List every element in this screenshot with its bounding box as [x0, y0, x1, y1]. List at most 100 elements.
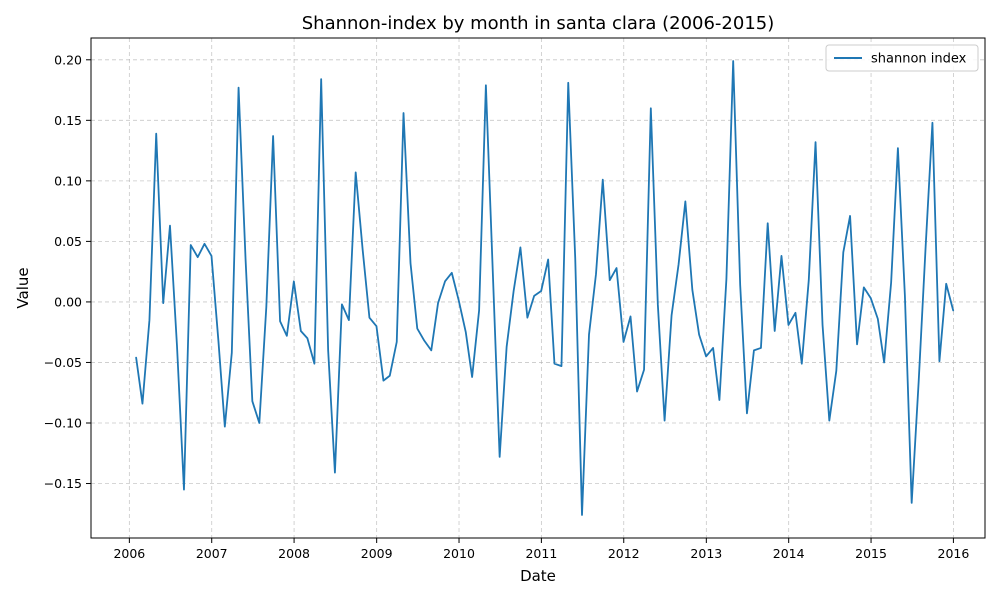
x-tick-label: 2013: [690, 546, 722, 561]
data-point: [279, 320, 281, 322]
data-point: [602, 179, 604, 181]
data-point: [458, 300, 460, 302]
data-point: [519, 246, 521, 248]
data-point: [251, 400, 253, 402]
data-point: [643, 369, 645, 371]
data-point: [567, 82, 569, 84]
data-point: [334, 472, 336, 474]
data-point: [671, 314, 673, 316]
data-point: [890, 282, 892, 284]
plot-frame: [90, 37, 986, 539]
data-point: [506, 346, 508, 348]
x-axis-label: Date: [520, 567, 556, 585]
data-point: [437, 302, 439, 304]
legend-label: shannon index: [871, 52, 967, 67]
data-point: [485, 84, 487, 86]
data-point: [822, 324, 824, 326]
data-point: [471, 376, 473, 378]
data-point: [190, 244, 192, 246]
data-point: [547, 259, 549, 261]
x-tick-label: 2006: [113, 546, 145, 561]
data-point: [588, 334, 590, 336]
x-tick-label: 2010: [443, 546, 475, 561]
data-point: [231, 352, 233, 354]
y-tick-label: 0.15: [54, 113, 82, 128]
data-point: [389, 375, 391, 377]
data-point: [739, 284, 741, 286]
series-layer: [135, 60, 955, 516]
data-point: [327, 349, 329, 351]
data-point: [423, 340, 425, 342]
data-point: [801, 363, 803, 365]
data-point: [732, 60, 734, 62]
data-point: [197, 256, 199, 258]
y-tick-label: 0.20: [54, 52, 82, 67]
legend: shannon index: [825, 44, 979, 72]
data-point: [362, 249, 364, 251]
data-point: [320, 78, 322, 80]
data-point: [760, 347, 762, 349]
data-point: [911, 502, 913, 504]
data-point: [931, 122, 933, 124]
x-tick-label: 2014: [773, 546, 805, 561]
data-point: [217, 341, 219, 343]
data-point: [478, 309, 480, 311]
data-point: [616, 267, 618, 269]
y-tick-label: 0.00: [54, 294, 82, 309]
data-point: [787, 324, 789, 326]
data-point: [451, 272, 453, 274]
data-point: [746, 412, 748, 414]
data-point: [849, 215, 851, 217]
y-tick-label: 0.10: [54, 173, 82, 188]
data-point: [306, 337, 308, 339]
data-point: [870, 297, 872, 299]
data-point: [904, 295, 906, 297]
data-point: [753, 349, 755, 351]
data-point: [224, 426, 226, 428]
grid: [91, 38, 985, 538]
data-point: [265, 306, 267, 308]
data-point: [416, 328, 418, 330]
data-point: [396, 341, 398, 343]
data-point: [444, 280, 446, 282]
data-point: [705, 355, 707, 357]
chart-title: Shannon-index by month in santa clara (2…: [302, 13, 775, 34]
x-tick-label: 2009: [361, 546, 393, 561]
data-point: [630, 315, 632, 317]
y-tick-label: 0.05: [54, 234, 82, 249]
data-point: [382, 380, 384, 382]
data-point: [815, 141, 817, 143]
legend-box: [825, 44, 979, 72]
data-point: [842, 251, 844, 253]
data-point: [657, 303, 659, 305]
data-point: [313, 363, 315, 365]
x-tick-label: 2015: [855, 546, 887, 561]
data-point: [794, 312, 796, 314]
data-point: [513, 290, 515, 292]
data-point: [410, 262, 412, 264]
data-point: [526, 317, 528, 319]
data-point: [835, 370, 837, 372]
data-point: [155, 133, 157, 135]
data-point: [650, 107, 652, 109]
data-point: [258, 422, 260, 424]
data-point: [877, 318, 879, 320]
data-point: [581, 514, 583, 516]
data-point: [403, 112, 405, 114]
x-axis: 2006 2007 2008 2009 2010 2011 2012 2013 2014 2015…: [113, 538, 969, 561]
data-point: [925, 245, 927, 247]
data-point: [245, 259, 247, 261]
data-point: [341, 303, 343, 305]
data-point: [774, 330, 776, 332]
y-tick-label: −0.15: [44, 476, 82, 491]
data-point: [897, 147, 899, 149]
data-point: [183, 489, 185, 491]
data-point: [492, 273, 494, 275]
data-point: [300, 330, 302, 332]
data-point: [499, 456, 501, 458]
data-point: [808, 279, 810, 281]
data-point: [883, 361, 885, 363]
data-point: [540, 290, 542, 292]
data-point: [856, 343, 858, 345]
